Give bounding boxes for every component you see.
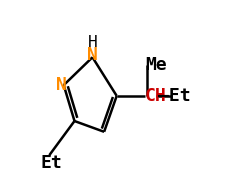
Text: CH: CH (145, 87, 167, 105)
Text: Et: Et (40, 154, 62, 172)
Text: H: H (88, 35, 97, 50)
Text: N: N (87, 47, 98, 64)
Text: —Et: —Et (158, 87, 191, 105)
Text: N: N (56, 76, 66, 94)
Text: Me: Me (145, 56, 167, 74)
